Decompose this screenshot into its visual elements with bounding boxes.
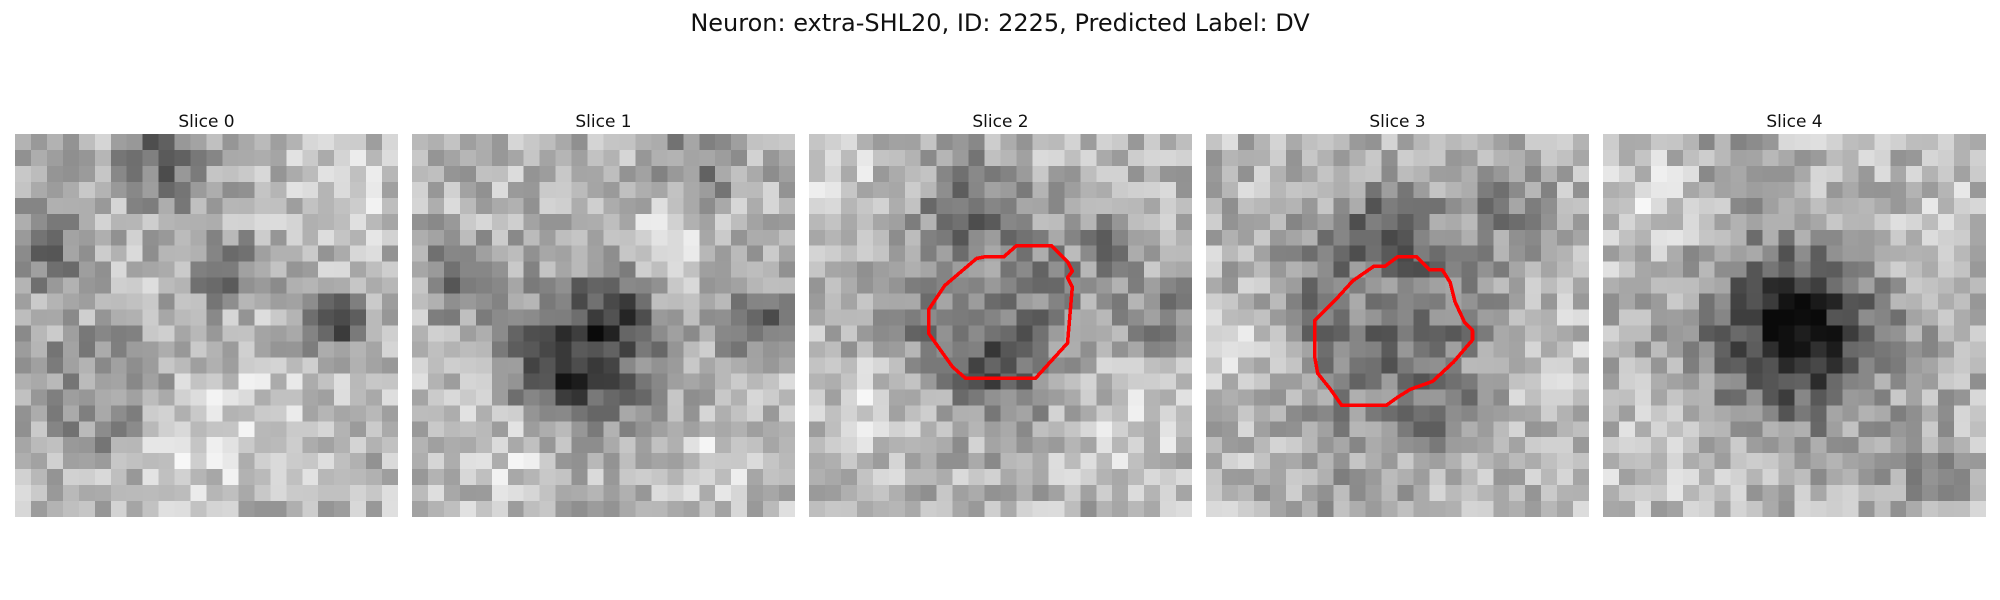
slice-title-3: Slice 3 xyxy=(1369,112,1426,132)
slice-title-4: Slice 4 xyxy=(1766,112,1823,132)
slice-title-2: Slice 2 xyxy=(972,112,1029,132)
figure-title: Neuron: extra-SHL20, ID: 2225, Predicted… xyxy=(690,9,1310,37)
slice-panel-4: Slice 4 xyxy=(1603,110,1986,517)
slice-title-1: Slice 1 xyxy=(575,112,632,132)
segmentation-contour xyxy=(926,243,1075,380)
slice-image-3 xyxy=(1206,134,1589,517)
slice-image-4 xyxy=(1603,134,1986,517)
slice-panel-2: Slice 2 xyxy=(809,110,1192,517)
slice-title-0: Slice 0 xyxy=(178,112,235,132)
slice-image-1 xyxy=(412,134,795,517)
slice-panel-0: Slice 0 xyxy=(15,110,398,517)
slice-panel-1: Slice 1 xyxy=(412,110,795,517)
segmentation-contour xyxy=(1312,255,1475,408)
slice-panel-3: Slice 3 xyxy=(1206,110,1589,517)
slice-image-2 xyxy=(809,134,1192,517)
slice-image-0 xyxy=(15,134,398,517)
